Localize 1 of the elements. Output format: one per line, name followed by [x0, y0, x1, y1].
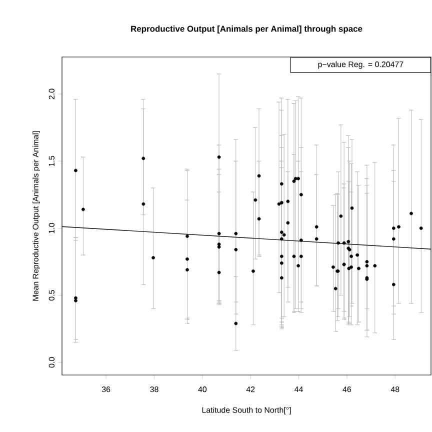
- chart-title: Reproductive Output [Animals per Animal] through space: [131, 26, 362, 34]
